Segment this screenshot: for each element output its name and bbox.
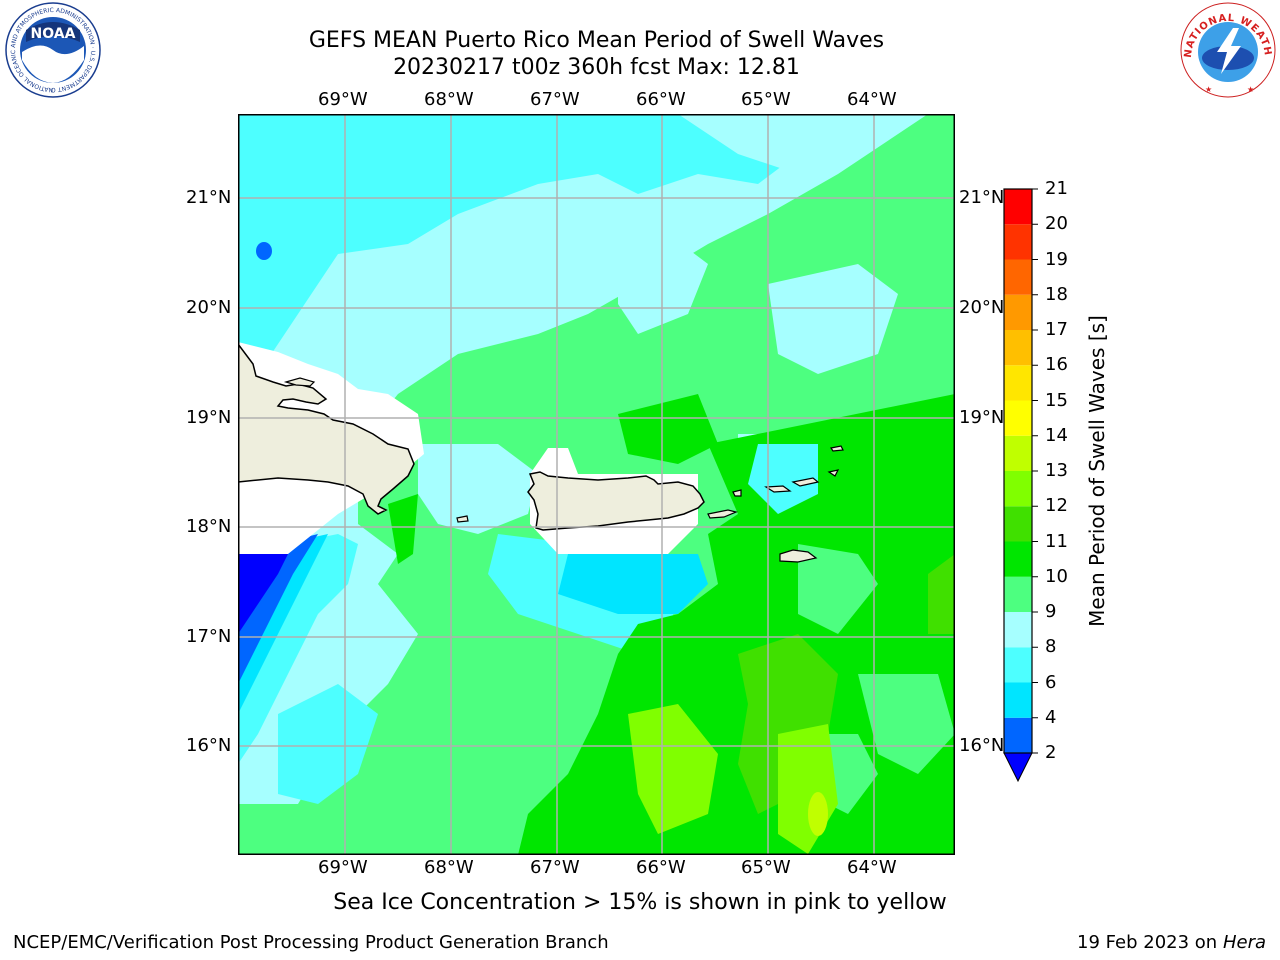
lon-label-top: 68°W	[424, 89, 474, 110]
colorbar-swatch	[1004, 189, 1032, 225]
lon-label-bottom: 66°W	[636, 857, 686, 878]
colorbar-tick-label: 9	[1045, 601, 1057, 622]
lat-label-right: 20°N	[959, 297, 1005, 318]
colorbar-tick-label: 8	[1045, 636, 1057, 658]
colorbar-swatch	[1004, 612, 1032, 648]
colorbar-tick-label: 21	[1045, 178, 1068, 199]
lat-label-left: 21°N	[186, 187, 232, 208]
footer-branch: NCEP/EMC/Verification Post Processing Pr…	[13, 932, 609, 953]
colorbar-swatch	[1004, 224, 1032, 260]
colorbar-tick-label: 11	[1045, 530, 1068, 552]
colorbar-tick-label: 13	[1045, 460, 1068, 481]
colorbar-extend-triangle	[1003, 752, 1033, 783]
footer-machine: Hera	[1222, 932, 1266, 953]
st-thomas-island	[764, 485, 792, 493]
nws-logo: NATIONAL WEATHER SERVICE ★ ★	[1177, 0, 1276, 98]
lon-label-top: 67°W	[530, 89, 580, 110]
footer-date-text: 19 Feb 2023 on	[1077, 932, 1218, 953]
colorbar-swatch	[1004, 294, 1032, 330]
lat-label-left: 16°N	[186, 735, 232, 756]
contour-11-12s	[738, 634, 838, 814]
lon-label-top: 69°W	[318, 89, 368, 110]
lat-label-left: 19°N	[186, 407, 232, 428]
colorbar-tick-label: 6	[1045, 671, 1057, 693]
colorbar	[1003, 188, 1038, 783]
noaa-logo: NATIONAL OCEANIC AND ATMOSPHERIC ADMINIS…	[0, 0, 101, 98]
colorbar-swatch	[1004, 435, 1032, 471]
lon-label-top: 65°W	[741, 89, 791, 110]
lat-label-left: 18°N	[186, 516, 232, 537]
colorbar-tick-label: 16	[1045, 354, 1068, 376]
svg-text:★: ★	[1247, 85, 1254, 94]
colorbar-swatches	[1003, 188, 1038, 783]
lat-label-right: 19°N	[959, 407, 1005, 428]
virgin-gorda-island	[827, 469, 840, 477]
colorbar-swatch	[1004, 717, 1032, 753]
lon-label-bottom: 67°W	[530, 857, 580, 878]
lon-label-bottom: 68°W	[424, 857, 474, 878]
colorbar-swatch	[1004, 330, 1032, 366]
colorbar-tick-label: 14	[1045, 424, 1068, 446]
colorbar-swatch	[1004, 400, 1032, 436]
tortola-island	[791, 477, 820, 487]
lon-label-top: 66°W	[636, 89, 686, 110]
colorbar-tick-label: 2	[1045, 742, 1057, 763]
colorbar-tick-label: 10	[1045, 565, 1068, 587]
contour-8s-north	[238, 114, 798, 384]
st-croix-island	[779, 549, 818, 563]
colorbar-swatch	[1004, 576, 1032, 612]
colorbar-tick-label: 17	[1045, 319, 1068, 340]
tortuga-island	[283, 377, 316, 387]
puerto-rico-land	[527, 471, 705, 531]
lat-label-left: 20°N	[186, 297, 232, 318]
colorbar-tick-label: 20	[1045, 213, 1068, 235]
lat-label-left: 17°N	[186, 626, 232, 647]
colorbar-tick-label: 18	[1045, 283, 1068, 305]
map-frame	[238, 114, 955, 855]
swell-period-map	[238, 114, 955, 855]
colorbar-swatch	[1004, 365, 1032, 401]
colorbar-swatch	[1004, 506, 1032, 542]
noaa-logo-text: NOAA	[31, 26, 76, 42]
colorbar-swatch	[1004, 541, 1032, 577]
lon-label-top: 64°W	[847, 89, 897, 110]
hispaniola-land	[238, 342, 415, 515]
culebra-island	[732, 489, 742, 497]
colorbar-swatch	[1004, 471, 1032, 507]
sea-ice-note: Sea Ice Concentration > 15% is shown in …	[333, 890, 947, 915]
lat-label-right: 21°N	[959, 187, 1005, 208]
colorbar-swatch	[1004, 259, 1032, 295]
lon-label-bottom: 64°W	[847, 857, 897, 878]
colorbar-swatch	[1004, 682, 1032, 718]
map-subtitle: 20230217 t00z 360h fcst Max: 12.81	[393, 55, 800, 80]
contour-12-13s	[808, 792, 828, 836]
colorbar-tick-label: 15	[1045, 389, 1068, 411]
contour-4s-spot	[256, 242, 272, 260]
colorbar-tick-label: 12	[1045, 495, 1068, 517]
lon-label-bottom: 65°W	[741, 857, 791, 878]
colorbar-tick-label: 19	[1045, 248, 1068, 270]
colorbar-tick-label: 4	[1045, 706, 1057, 728]
lon-label-bottom: 69°W	[318, 857, 368, 878]
colorbar-swatch	[1004, 647, 1032, 683]
mona-island	[456, 515, 469, 523]
svg-text:★: ★	[1205, 85, 1212, 94]
colorbar-label: Mean Period of Swell Waves [s]	[1085, 315, 1109, 627]
map-title: GEFS MEAN Puerto Rico Mean Period of Swe…	[308, 28, 885, 53]
lat-label-right: 16°N	[959, 735, 1005, 756]
footer-date: 19 Feb 2023 on Hera	[1077, 932, 1266, 953]
anegada-island	[830, 445, 844, 452]
map-gridlines	[238, 114, 955, 855]
vieques-island	[707, 509, 738, 519]
